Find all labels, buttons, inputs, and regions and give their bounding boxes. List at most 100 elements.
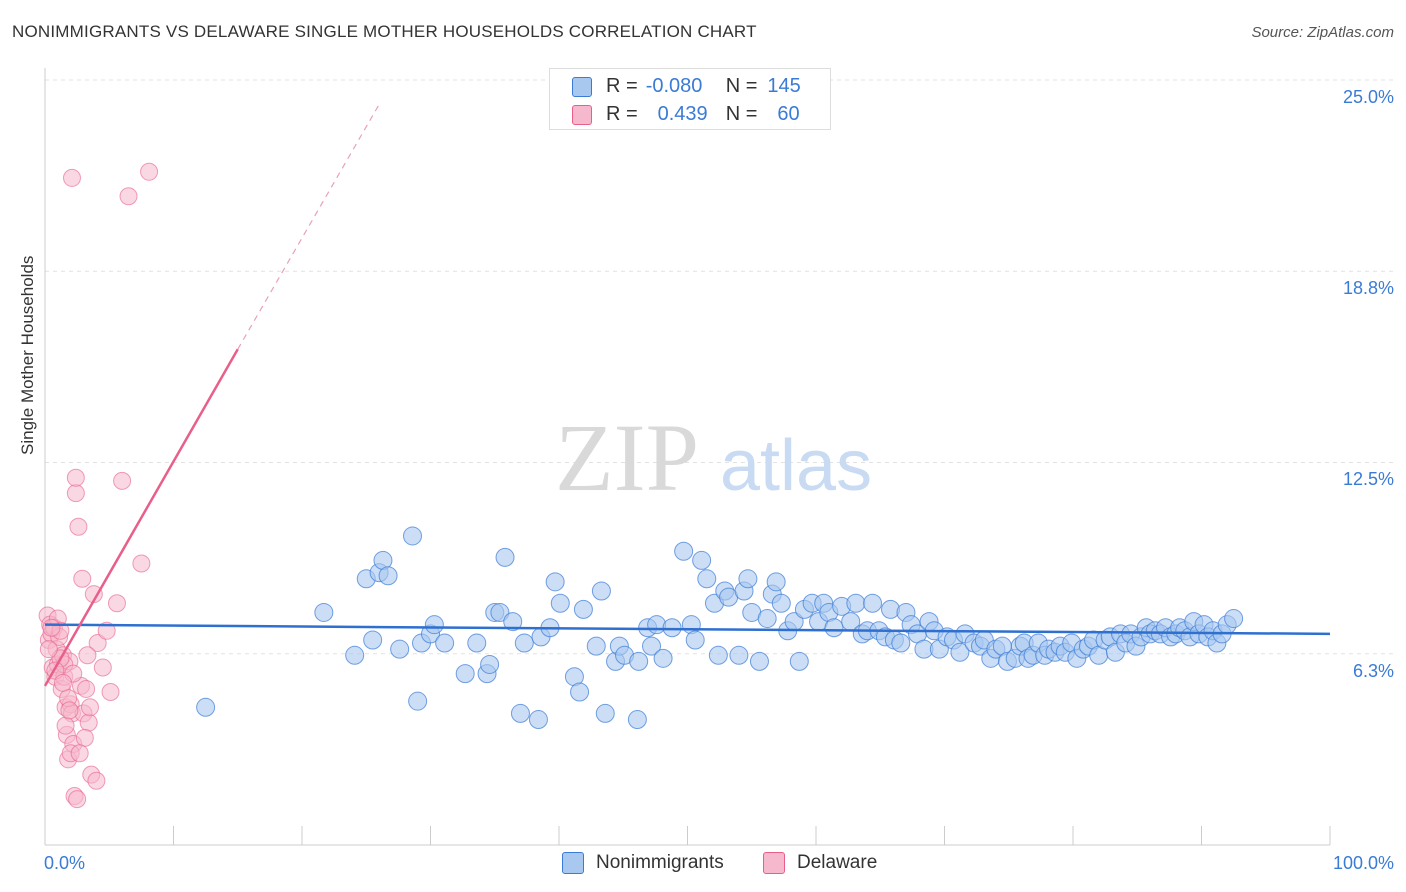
nonimmigrants-point bbox=[495, 547, 515, 567]
nonimmigrants-point bbox=[573, 599, 593, 619]
delaware-point bbox=[69, 517, 88, 536]
delaware-point bbox=[101, 683, 120, 701]
nonimmigrants-point bbox=[789, 651, 809, 671]
nonimmigrants-point bbox=[591, 581, 611, 601]
nonimmigrants-point bbox=[824, 618, 844, 638]
bottom-legend-label: Nonimmigrants bbox=[596, 852, 724, 873]
nonimmigrants-point bbox=[766, 572, 786, 592]
delaware-point bbox=[53, 673, 72, 692]
legend-r-label: R = bbox=[606, 75, 638, 97]
watermark-zip: ZIP bbox=[555, 404, 699, 511]
nonimmigrants-points bbox=[196, 526, 1244, 730]
nonimmigrants-point bbox=[595, 703, 615, 723]
nonimmigrants-point bbox=[642, 636, 662, 656]
legend-row-delaware: R = 0.439 N = 60 bbox=[572, 103, 800, 126]
y-tick-18-8: 18.8% bbox=[1342, 278, 1394, 298]
nonimmigrants-point bbox=[708, 645, 728, 665]
delaware-point bbox=[62, 168, 81, 187]
delaware-point bbox=[73, 569, 92, 588]
gridlines bbox=[45, 79, 1395, 655]
delaware-point bbox=[93, 658, 112, 677]
nonimmigrants-point bbox=[314, 602, 334, 622]
x-tick-max: 100.0% bbox=[1332, 853, 1394, 873]
nonimmigrants-point bbox=[757, 609, 777, 629]
delaware-point bbox=[132, 554, 151, 573]
x-tick-min: 0.0% bbox=[44, 853, 86, 873]
legend-row-nonimmigrants: R = -0.080 N = 145 bbox=[572, 75, 801, 98]
delaware-point bbox=[79, 713, 98, 732]
nonimmigrants-point bbox=[403, 526, 423, 546]
delaware-point bbox=[140, 162, 159, 181]
delaware-point bbox=[88, 634, 107, 653]
axes bbox=[44, 68, 1331, 846]
nonimmigrants-point bbox=[570, 682, 590, 702]
nonimmigrants-point bbox=[550, 593, 570, 613]
nonimmigrants-point bbox=[345, 645, 365, 665]
trend-lines bbox=[43, 104, 1331, 687]
legend-n-label: N = bbox=[725, 103, 758, 125]
legend-r-value: 0.439 bbox=[657, 103, 708, 125]
y-tick-12-5: 12.5% bbox=[1342, 469, 1394, 489]
chart-source: Source: ZipAtlas.com bbox=[1251, 24, 1394, 41]
bottom-legend-delaware: Delaware bbox=[763, 852, 877, 874]
delaware-point bbox=[113, 471, 132, 490]
delaware-point bbox=[70, 744, 89, 763]
legend-r-value: -0.080 bbox=[645, 75, 703, 97]
watermark-atlas: atlas bbox=[720, 426, 872, 506]
delaware-point bbox=[66, 484, 85, 503]
nonimmigrants-point bbox=[490, 602, 510, 622]
nonimmigrants-point bbox=[455, 664, 475, 684]
nonimmigrants-point bbox=[749, 651, 769, 671]
legend-swatch-pink bbox=[572, 104, 592, 125]
nonimmigrants-point bbox=[408, 691, 428, 711]
nonimmigrants-point bbox=[196, 697, 216, 717]
legend-n-value: 145 bbox=[767, 75, 801, 97]
nonimmigrants-point bbox=[685, 630, 705, 650]
bottom-legend-swatch-pink bbox=[763, 852, 785, 874]
correlation-legend: R = -0.080 N = 145 R = 0.439 N = 60 bbox=[549, 68, 831, 130]
nonimmigrants-point bbox=[378, 566, 398, 586]
delaware-point bbox=[60, 701, 79, 720]
delaware-point bbox=[97, 621, 116, 640]
nonimmigrants-point bbox=[863, 593, 883, 613]
y-tick-6-3: 6.3% bbox=[1352, 661, 1394, 681]
y-axis-label: Single Mother Households bbox=[18, 255, 37, 455]
legend-swatch-blue bbox=[572, 76, 592, 97]
nonimmigrants-point bbox=[881, 599, 901, 619]
nonimmigrants-point bbox=[528, 710, 548, 730]
delaware-trend-line bbox=[43, 348, 239, 687]
delaware-point bbox=[39, 640, 58, 659]
bottom-legend-label: Delaware bbox=[797, 852, 878, 873]
delaware-point bbox=[68, 790, 87, 809]
delaware-point bbox=[66, 468, 85, 487]
y-tick-25: 25.0% bbox=[1342, 87, 1394, 107]
delaware-point bbox=[77, 679, 96, 698]
legend-n-value: 60 bbox=[777, 103, 800, 125]
legend-r-label: R = bbox=[606, 103, 638, 125]
delaware-point bbox=[80, 698, 99, 717]
delaware-point bbox=[87, 771, 106, 790]
nonimmigrants-point bbox=[891, 633, 911, 653]
nonimmigrants-point bbox=[738, 569, 758, 589]
nonimmigrants-point bbox=[503, 612, 523, 632]
bottom-legend-nonimmigrants: Nonimmigrants bbox=[562, 852, 724, 874]
nonimmigrants-point bbox=[627, 710, 647, 730]
nonimmigrants-point bbox=[424, 615, 444, 635]
nonimmigrants-point bbox=[480, 654, 500, 674]
nonimmigrants-point bbox=[363, 630, 383, 650]
delaware-point bbox=[78, 646, 97, 665]
nonimmigrants-point bbox=[435, 633, 455, 653]
nonimmigrants-point bbox=[514, 633, 534, 653]
nonimmigrants-point bbox=[1224, 609, 1244, 629]
bottom-legend-swatch-blue bbox=[562, 852, 584, 874]
nonimmigrants-point bbox=[653, 648, 673, 668]
nonimmigrants-point bbox=[846, 593, 866, 613]
nonimmigrants-trend-line bbox=[44, 623, 1331, 636]
nonimmigrants-point bbox=[950, 642, 970, 662]
nonimmigrants-point bbox=[545, 572, 565, 592]
nonimmigrants-point bbox=[729, 645, 749, 665]
nonimmigrants-point bbox=[586, 636, 606, 656]
delaware-point bbox=[56, 716, 75, 735]
nonimmigrants-point bbox=[390, 639, 410, 659]
